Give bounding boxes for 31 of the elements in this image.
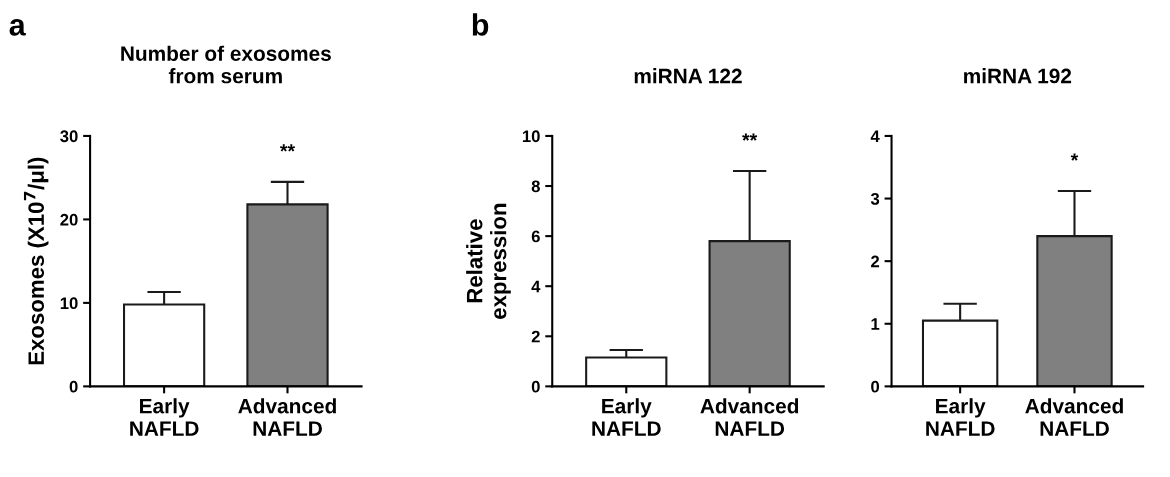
y-tick-label: 4	[870, 130, 880, 142]
y-tick-label: 3	[870, 192, 880, 205]
chart-title: Number of exosomes from serum	[121, 45, 331, 84]
y-tick-label: 8	[531, 180, 540, 193]
y-tick-label: 10	[60, 297, 78, 310]
annotation: **	[279, 144, 296, 152]
y-tick-label: 0	[531, 380, 540, 393]
x-tick-label: Early NAFLD	[926, 398, 995, 436]
chart-title: miRNA 192	[964, 68, 1072, 84]
y-tick-label: 0	[69, 380, 78, 393]
y-tick-label: 2	[531, 330, 540, 343]
y-tick-label: 0	[871, 380, 880, 393]
annotation: **	[742, 133, 758, 141]
y-tick-label: 20	[60, 213, 78, 226]
y-tick-label: 2	[871, 255, 880, 268]
x-tick-label: Advanced NAFLD	[238, 398, 336, 436]
y-axis-title: Exosomes (X10$^{7}$/μl)	[23, 157, 49, 365]
chart-title: miRNA 122	[634, 68, 742, 84]
x-tick-label: Advanced NAFLD	[700, 398, 799, 436]
x-tick-label: Advanced NAFLD	[1025, 398, 1123, 436]
y-tick-label: 30	[60, 130, 78, 143]
text: b	[472, 13, 489, 36]
y-axis-title: Relative expression	[466, 203, 511, 319]
annotation: *	[1070, 153, 1079, 161]
y-tick-label: 1	[871, 318, 880, 330]
text: a	[9, 18, 26, 36]
y-tick-label: 4	[531, 280, 541, 293]
y-tick-label: 6	[531, 230, 540, 243]
x-tick-label: Early NAFLD	[130, 398, 199, 436]
y-tick-label: 10	[522, 130, 540, 143]
x-tick-label: Early NAFLD	[592, 398, 661, 436]
